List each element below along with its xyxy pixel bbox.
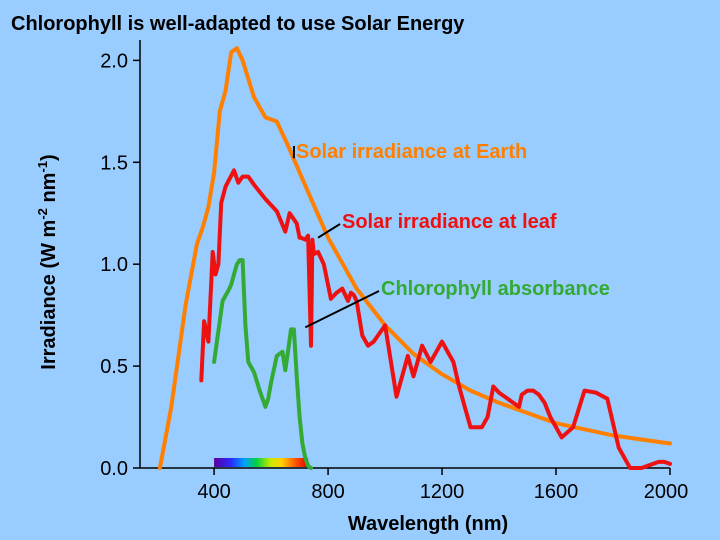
y-axis-label-main: Irradiance (W m <box>38 220 60 370</box>
x-tick-label: 1200 <box>420 481 465 503</box>
y-tick-label: 1.0 <box>100 254 128 276</box>
y-axis-label-exp1: -2 <box>35 208 50 220</box>
x-tick-label: 400 <box>197 481 230 503</box>
annotation-label-0: Solar irradiance at Earth <box>296 141 527 163</box>
x-tick-label: 800 <box>311 481 344 503</box>
series-lines <box>157 46 672 470</box>
x-axis-label: Wavelength (nm) <box>348 513 508 535</box>
y-tick-label: 1.5 <box>100 152 128 174</box>
axes <box>139 40 670 469</box>
annotation-leader-1 <box>317 223 341 239</box>
y-tick-label: 0.0 <box>100 458 128 480</box>
x-tick-label: 1600 <box>534 481 579 503</box>
y-axis-label: Irradiance (W m-2 nm-1) <box>35 154 60 369</box>
chart-title: Chlorophyll is well-adapted to use Solar… <box>11 13 465 35</box>
visible-spectrum-bar <box>214 458 309 467</box>
y-tick-label: 2.0 <box>100 50 128 72</box>
series-line-0 <box>157 46 672 470</box>
annotation-leader-2 <box>304 290 380 329</box>
annotations: Solar irradiance at Earth Solar irradianc… <box>292 141 610 329</box>
y-axis-label-exp2: -1 <box>35 161 50 173</box>
annotation-label-1: Solar irradiance at leaf <box>342 211 557 233</box>
x-tick-label: 2000 <box>644 481 689 503</box>
visible-spectrum-bar-group <box>214 458 309 467</box>
series-line-2 <box>212 258 313 470</box>
series-line-1 <box>199 168 672 470</box>
y-axis-label-mid: nm <box>38 173 60 209</box>
ticks: 0.0 0.5 1.0 1.5 2.0 400 800 1200 1600 2000 <box>100 50 688 503</box>
y-tick-label: 0.5 <box>100 356 128 378</box>
annotation-label-2: Chlorophyll absorbance <box>381 278 610 300</box>
y-axis-label-end: ) <box>38 154 60 161</box>
